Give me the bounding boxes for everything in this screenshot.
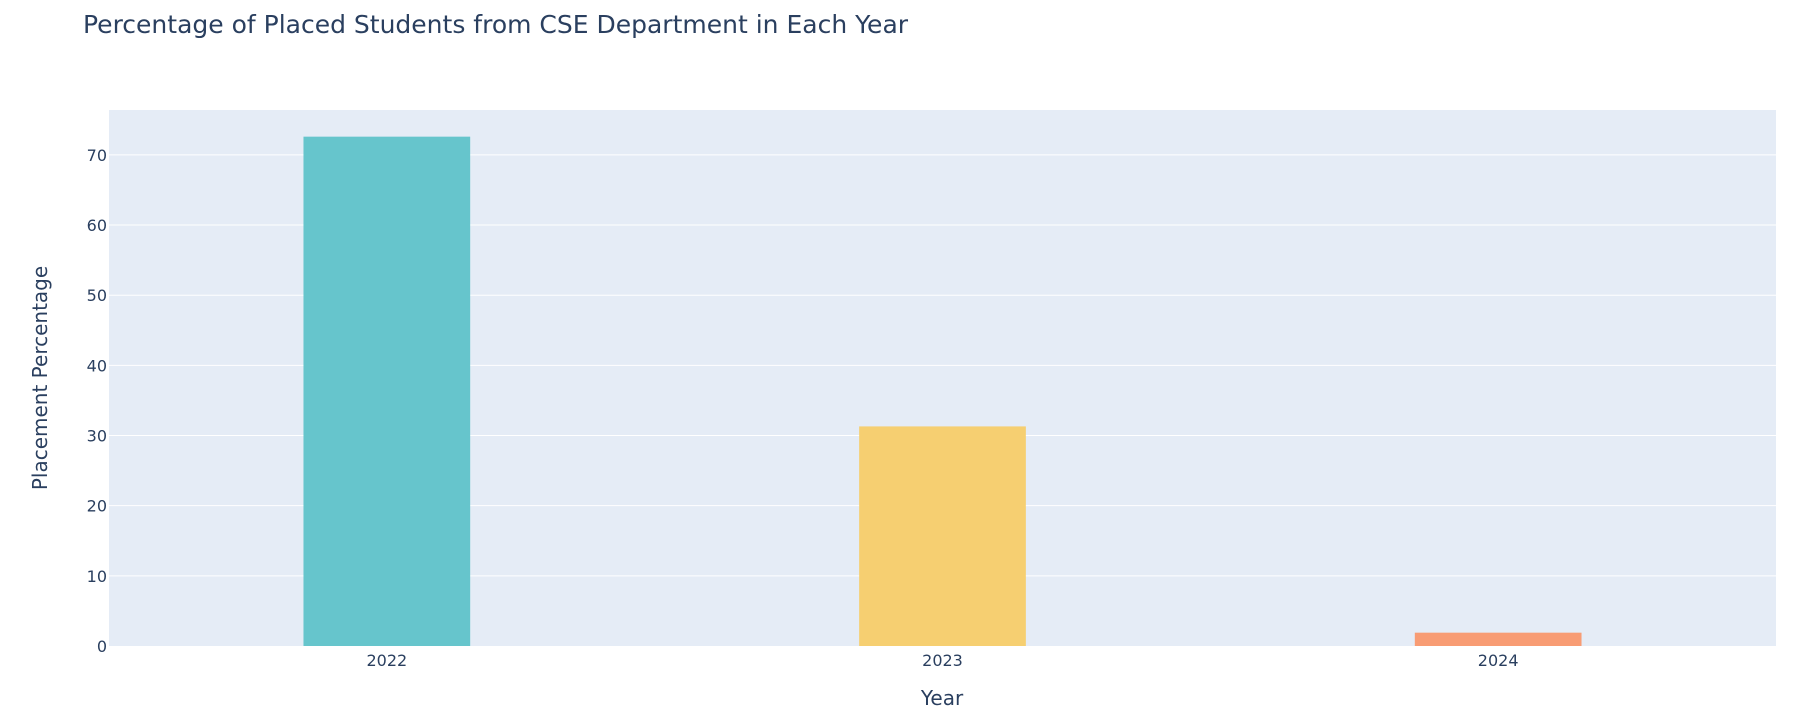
y-axis-title: Placement Percentage [28, 266, 52, 490]
bar-2023[interactable] [859, 426, 1026, 646]
x-tick-label: 2024 [1478, 651, 1519, 670]
bars [303, 136, 1582, 647]
y-tick-label: 60 [87, 216, 107, 235]
bar-2024[interactable] [1414, 632, 1582, 646]
x-axis-tick-labels: 2022 2023 2024 [366, 651, 1518, 670]
bar-2022[interactable] [303, 136, 471, 647]
y-tick-label: 70 [87, 146, 107, 165]
y-tick-label: 0 [97, 637, 107, 656]
y-tick-label: 10 [87, 567, 107, 586]
y-axis-tick-labels: 0 10 20 30 40 50 60 70 [87, 146, 107, 656]
y-tick-label: 20 [87, 497, 107, 516]
y-tick-label: 50 [87, 286, 107, 305]
x-axis-title: Year [920, 686, 964, 710]
y-tick-label: 30 [87, 427, 107, 446]
x-tick-label: 2022 [366, 651, 407, 670]
chart-title: Percentage of Placed Students from CSE D… [83, 10, 909, 39]
y-tick-label: 40 [87, 356, 107, 375]
x-tick-label: 2023 [922, 651, 963, 670]
